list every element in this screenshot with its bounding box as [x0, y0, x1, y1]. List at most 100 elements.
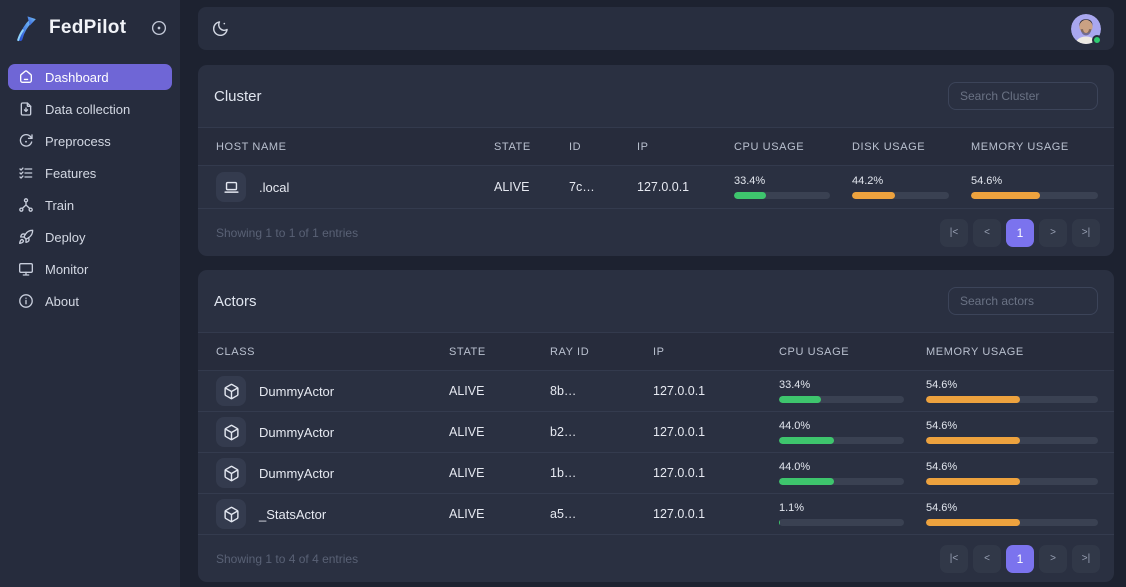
actor-class-cell: DummyActor: [216, 376, 449, 406]
sidebar-nav: Dashboard Data collection Preprocess Featur…: [0, 64, 180, 314]
laptop-icon: [223, 179, 240, 196]
actors-col-memory-usage: MEMORY USAGE: [926, 345, 1024, 358]
sidebar-item-label: Dashboard: [45, 69, 109, 85]
refresh-icon: [18, 133, 34, 149]
cluster-table-header: HOST NAME STATE ID IP CPU USAGE DISK USAGE MEM…: [198, 127, 1114, 166]
sidebar-item-data-collection[interactable]: Data collection: [8, 96, 172, 122]
actors-col-ip: IP: [653, 345, 665, 358]
cube-icon: [223, 424, 240, 441]
first-page-button[interactable]: |<: [940, 544, 968, 573]
actor-ray-id: 1b…: [550, 466, 577, 480]
disk-usage-label: 44.2%: [852, 175, 884, 187]
hierarchy-icon: [18, 197, 34, 213]
first-page-button[interactable]: |<: [940, 218, 968, 247]
sidebar-item-deploy[interactable]: Deploy: [8, 224, 172, 250]
actors-table-row: DummyActor ALIVE 1b… 127.0.0.1 44.0% 54.6%: [198, 453, 1114, 494]
memory-usage: 54.6%: [926, 502, 1098, 526]
actor-class-cell: _StatsActor: [216, 499, 449, 529]
page-button-1[interactable]: 1: [1006, 218, 1034, 247]
last-page-button[interactable]: >|: [1072, 218, 1100, 247]
actors-col-state: STATE: [449, 345, 486, 358]
actor-ray-id: b2…: [550, 425, 577, 439]
cluster-panel: Cluster HOST NAME STATE ID IP CPU USAGE DISK …: [198, 65, 1114, 256]
sidebar-item-features[interactable]: Features: [8, 160, 172, 186]
sidebar-item-label: Features: [45, 165, 97, 181]
memory-usage-track: [971, 192, 1098, 199]
sidebar-item-label: Monitor: [45, 261, 89, 277]
circle-dot-icon[interactable]: [150, 19, 168, 37]
sidebar-item-preprocess[interactable]: Preprocess: [8, 128, 172, 154]
brand: FedPilot: [0, 0, 180, 64]
cpu-usage-label: 44.0%: [779, 420, 811, 432]
cluster-table-body: .local ALIVE 7c… 127.0.0.1 33.4% 44.2% 54.6%: [198, 166, 1114, 209]
actor-class: DummyActor: [259, 424, 335, 440]
cluster-table-row: .local ALIVE 7c… 127.0.0.1 33.4% 44.2% 54.6%: [198, 166, 1114, 209]
cpu-usage: 44.0%: [779, 420, 926, 444]
cluster-panel-footer: Showing 1 to 1 of 1 entries |< <1 > >|: [198, 209, 1114, 256]
memory-usage-label: 54.6%: [926, 379, 958, 391]
disk-usage-track: [852, 192, 949, 199]
memory-usage-fill: [926, 478, 1020, 485]
cluster-col-cpu-usage: CPU USAGE: [734, 140, 805, 153]
actors-panel: Actors CLASS STATE RAY ID IP CPU USAGE MEMORY…: [198, 270, 1114, 582]
actors-table-row: _StatsActor ALIVE a5… 127.0.0.1 1.1% 54.6%: [198, 494, 1114, 535]
sidebar-item-train[interactable]: Train: [8, 192, 172, 218]
cube-icon-box: [216, 458, 246, 488]
host-state: ALIVE: [494, 180, 530, 194]
cpu-usage: 1.1%: [779, 502, 926, 526]
cluster-col-disk-usage: DISK USAGE: [852, 140, 926, 153]
cube-icon: [223, 506, 240, 523]
actor-state: ALIVE: [449, 507, 485, 521]
memory-usage-label: 54.6%: [971, 175, 1003, 187]
actor-ray-id: a5…: [550, 507, 577, 521]
actor-ray-id: 8b…: [550, 384, 577, 398]
cpu-usage-track: [779, 396, 904, 403]
cpu-usage-label: 1.1%: [779, 502, 805, 514]
actors-search-input[interactable]: [948, 287, 1098, 315]
sidebar-item-label: Data collection: [45, 101, 131, 117]
actor-ip: 127.0.0.1: [653, 425, 706, 439]
actors-table-row: DummyActor ALIVE 8b… 127.0.0.1 33.4% 54.6%: [198, 371, 1114, 412]
actor-ip: 127.0.0.1: [653, 466, 706, 480]
sidebar-item-monitor[interactable]: Monitor: [8, 256, 172, 282]
sidebar-item-about[interactable]: About: [8, 288, 172, 314]
disk-usage-fill: [852, 192, 895, 199]
actors-col-class: CLASS: [216, 345, 256, 358]
actor-ip: 127.0.0.1: [653, 507, 706, 521]
cluster-col-memory-usage: MEMORY USAGE: [971, 140, 1069, 153]
cluster-search-input[interactable]: [948, 82, 1098, 110]
page-button-1[interactable]: 1: [1006, 544, 1034, 573]
actor-state: ALIVE: [449, 384, 485, 398]
memory-usage-label: 54.6%: [926, 461, 958, 473]
memory-usage-track: [926, 519, 1098, 526]
sidebar-item-dashboard[interactable]: Dashboard: [8, 64, 172, 90]
topbar: [198, 7, 1114, 50]
rocket-icon: [18, 229, 34, 245]
host-name: .local: [259, 179, 290, 195]
file-import-icon: [18, 101, 34, 117]
actors-panel-header: Actors: [198, 270, 1114, 332]
prev-page-button[interactable]: <: [973, 218, 1001, 247]
next-page-button[interactable]: >: [1039, 544, 1067, 573]
memory-usage: 54.6%: [926, 420, 1098, 444]
prev-page-button[interactable]: <: [973, 544, 1001, 573]
host-name-cell: .local: [216, 172, 494, 202]
next-page-button[interactable]: >: [1039, 218, 1067, 247]
memory-usage-label: 54.6%: [926, 420, 958, 432]
memory-usage: 54.6%: [926, 379, 1098, 403]
memory-usage-track: [926, 478, 1098, 485]
user-avatar[interactable]: [1071, 13, 1102, 45]
cpu-usage-track: [779, 478, 904, 485]
cube-icon-box: [216, 376, 246, 406]
online-status-dot: [1092, 34, 1102, 45]
list-check-icon: [18, 165, 34, 181]
actor-state: ALIVE: [449, 425, 485, 439]
moon-icon[interactable]: [211, 19, 230, 38]
actor-class-cell: DummyActor: [216, 417, 449, 447]
actors-table-body: DummyActor ALIVE 8b… 127.0.0.1 33.4% 54.6% D…: [198, 371, 1114, 535]
sidebar-item-label: Deploy: [45, 229, 86, 245]
actors-col-cpu-usage: CPU USAGE: [779, 345, 850, 358]
last-page-button[interactable]: >|: [1072, 544, 1100, 573]
fedpilot-arrow-logo-icon: [14, 14, 40, 42]
cpu-usage-track: [734, 192, 830, 199]
